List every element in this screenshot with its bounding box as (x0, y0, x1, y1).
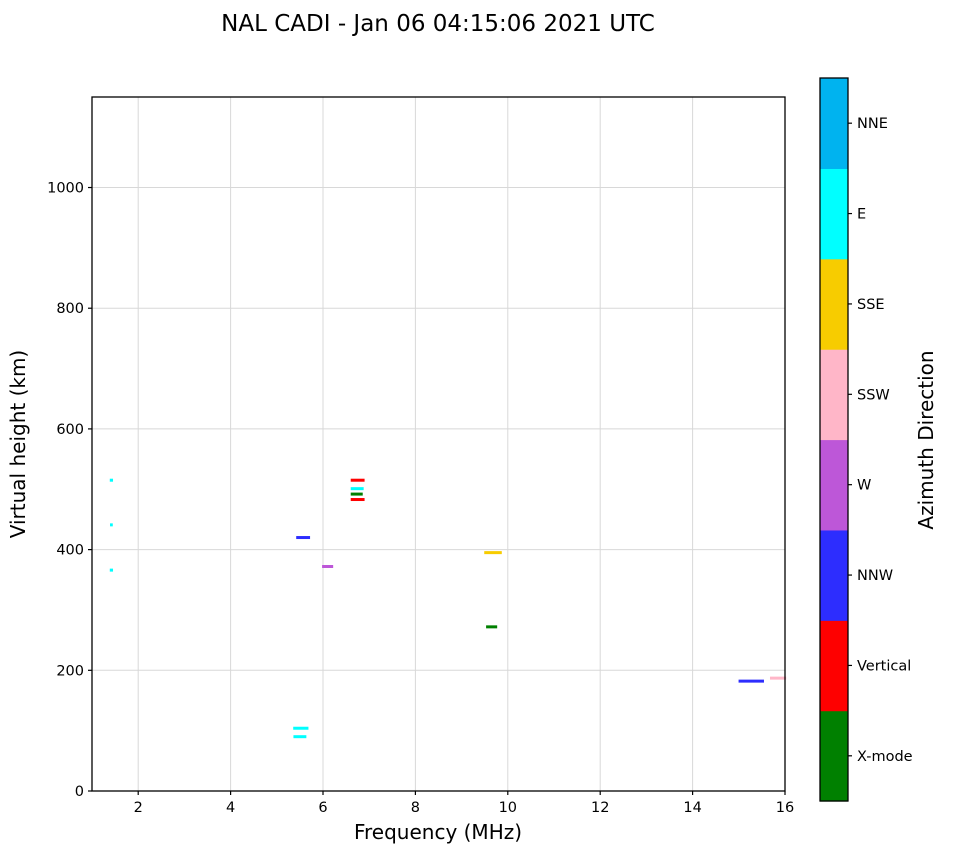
x-tick-label: 12 (591, 800, 609, 816)
colorbar-segment-x-mode (820, 710, 848, 802)
colorbar: X-mode Vertical NNW W SSW SSE E NNE (819, 77, 913, 802)
colorbar-axis-label: Azimuth Direction (914, 350, 938, 529)
colorbar-tick-label: E (857, 207, 866, 223)
colorbar-segment-w (820, 439, 848, 531)
y-tick-label: 200 (56, 663, 84, 679)
x-tick-label: 16 (776, 800, 794, 816)
colorbar-segment-sse (820, 258, 848, 350)
colorbar-segment-nne (820, 78, 848, 169)
colorbar-tick-label: SSW (857, 387, 890, 403)
x-axis: 2 4 6 8 10 12 14 16 (134, 791, 794, 816)
chart-title: NAL CADI - Jan 06 04:15:06 2021 UTC (221, 11, 655, 37)
y-axis-label: Virtual height (km) (6, 350, 30, 539)
y-axis: 0 200 400 600 800 1000 (47, 181, 92, 800)
x-tick-label: 14 (683, 800, 701, 816)
y-tick-label: 1000 (47, 181, 84, 197)
y-tick-label: 400 (56, 543, 84, 559)
x-tick-label: 10 (499, 800, 517, 816)
y-tick-label: 0 (75, 784, 84, 800)
colorbar-segment-nnw (820, 529, 848, 621)
colorbar-tick-label: Vertical (857, 658, 911, 674)
colorbar-tick-label: SSE (857, 297, 885, 313)
colorbar-segment-e (820, 168, 848, 260)
colorbar-segment-ssw (820, 349, 848, 441)
y-tick-label: 800 (56, 301, 84, 317)
grid-lines (92, 97, 786, 792)
colorbar-tick-label: W (857, 478, 871, 494)
x-tick-label: 6 (318, 800, 327, 816)
colorbar-outline (819, 77, 849, 802)
x-tick-label: 2 (134, 800, 143, 816)
colorbar-tick-label: X-mode (857, 749, 913, 765)
data-points (109, 478, 787, 739)
x-axis-label: Frequency (MHz) (354, 820, 522, 844)
colorbar-tick-label: NNW (857, 568, 893, 584)
x-tick-label: 4 (226, 800, 235, 816)
colorbar-tick-label: NNE (857, 116, 888, 132)
y-tick-label: 600 (56, 422, 84, 438)
plot-border (91, 96, 786, 792)
colorbar-segment-vertical (820, 620, 848, 712)
x-tick-label: 8 (411, 800, 420, 816)
